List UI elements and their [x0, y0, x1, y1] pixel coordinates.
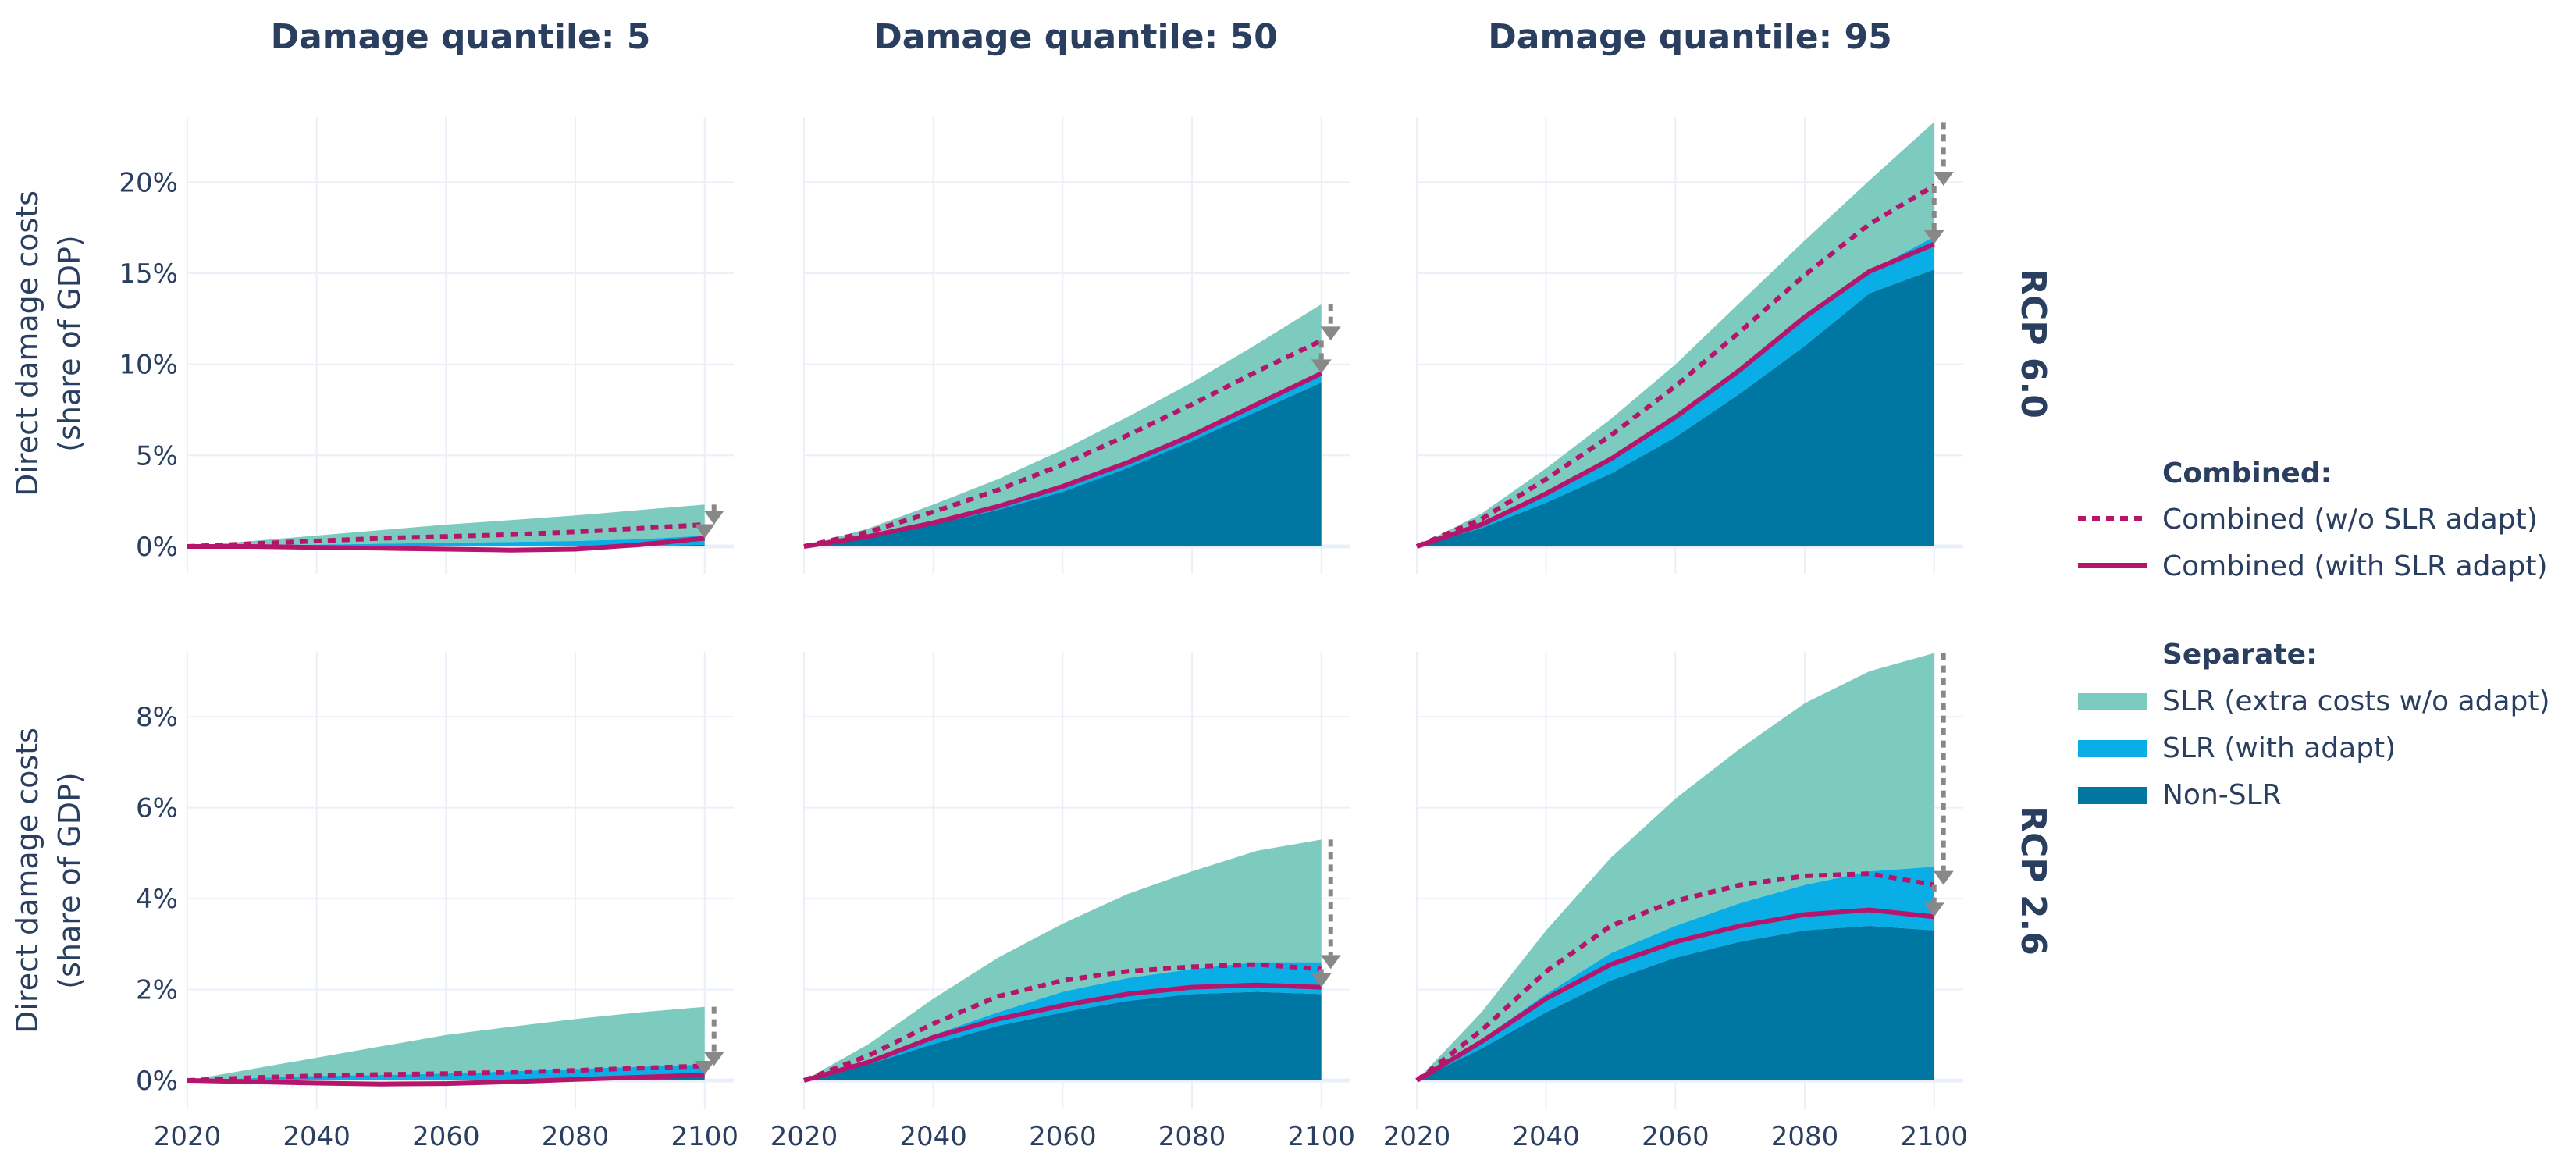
- y-axis-label-line1: Direct damage costs: [10, 190, 44, 497]
- non-slr-area: [187, 544, 705, 546]
- y-tick-label: 15%: [119, 258, 178, 290]
- x-tick-label: 2100: [1287, 1121, 1355, 1152]
- adapt-arrow-inner-head: [1311, 973, 1332, 988]
- legend-slr-extra-swatch: [2078, 693, 2147, 710]
- y-tick-label: 20%: [119, 167, 178, 198]
- combined-with-adapt-line: [187, 1073, 705, 1087]
- non-slr-area: [804, 991, 1322, 1080]
- x-tick-label: 2040: [899, 1121, 967, 1152]
- non-slr-area: [1417, 926, 1934, 1080]
- combined-wo-adapt-line: [802, 962, 1322, 1083]
- panel-RCP60-q50: [803, 117, 1350, 574]
- column-title-q50: Damage quantile: 50: [873, 17, 1277, 57]
- panel-RCP60-q5: 0% 5% 10% 15% 20%: [119, 117, 734, 574]
- x-tick-label: 2080: [1158, 1121, 1226, 1152]
- slr-extra-area: [187, 504, 705, 546]
- legend-slr-adapt-label: SLR (with adapt): [2162, 732, 2396, 764]
- non-slr-area: [187, 1076, 705, 1080]
- y-tick-label: 10%: [119, 350, 178, 381]
- combined-with-adapt-line: [1416, 241, 1935, 549]
- legend-combined-wo-label: Combined (w/o SLR adapt): [2162, 504, 2538, 536]
- slr-adapt-area: [187, 536, 705, 546]
- combined-with-adapt-line: [803, 982, 1322, 1083]
- slr-extra-area: [1417, 653, 1934, 1080]
- y-tick-label: 2%: [136, 975, 178, 1006]
- y-tick-label: 6%: [136, 793, 178, 824]
- panel-RCP60-q95: [1415, 117, 1963, 574]
- legend-combined-with-label: Combined (with SLR adapt): [2162, 550, 2548, 582]
- panel-RCP26-q50: 2020 2040 2060 2080 2100: [770, 652, 1355, 1152]
- row-title-rcp60: RCP 6.0: [2013, 269, 2053, 418]
- slr-extra-area: [187, 1006, 705, 1080]
- slr-adapt-area: [1417, 867, 1934, 1080]
- y-axis-label-line2: (share of GDP): [52, 235, 87, 451]
- adapt-arrow-outer-head: [1933, 870, 1954, 885]
- adapt-arrow-inner-head: [1923, 230, 1944, 244]
- legend-slr-adapt-swatch: [2078, 740, 2147, 757]
- y-axis-label-row2: Direct damage costs (share of GDP): [10, 728, 87, 1034]
- combined-with-adapt-line: [187, 536, 705, 553]
- adapt-arrow-outer-head: [703, 511, 724, 525]
- adapt-arrow-inner-head: [1311, 359, 1332, 374]
- x-tick-label: 2100: [671, 1121, 738, 1152]
- combined-wo-adapt-line: [187, 522, 705, 549]
- y-tick-label: 4%: [136, 884, 178, 915]
- x-tick-label: 2080: [1771, 1121, 1839, 1152]
- combined-wo-adapt-line: [803, 338, 1322, 549]
- x-tick-label: 2060: [1029, 1121, 1097, 1152]
- non-slr-area: [804, 383, 1322, 546]
- adapt-arrow-inner-head: [694, 1061, 715, 1076]
- y-axis-label-line2: (share of GDP): [52, 772, 87, 988]
- x-tick-label: 2040: [283, 1121, 350, 1152]
- adapt-arrow-inner-head: [694, 524, 715, 539]
- y-tick-label: 0%: [136, 1066, 178, 1097]
- panel-RCP26-q95: 2020 2040 2060 2080 2100: [1383, 652, 1968, 1152]
- y-axis-label-line1: Direct damage costs: [10, 728, 44, 1034]
- column-title-q95: Damage quantile: 95: [1488, 17, 1891, 57]
- x-tick-label: 2040: [1512, 1121, 1580, 1152]
- x-tick-label: 2060: [1642, 1121, 1710, 1152]
- combined-wo-adapt-line: [187, 1063, 705, 1083]
- adapt-arrow-outer-head: [1933, 172, 1954, 186]
- x-tick-label: 2020: [1383, 1121, 1451, 1152]
- legend-non-slr-label: Non-SLR: [2162, 779, 2282, 811]
- adapt-arrow-outer-head: [1320, 326, 1341, 341]
- adapt-arrow-inner-head: [1923, 902, 1944, 917]
- x-tick-label: 2080: [542, 1121, 610, 1152]
- x-tick-label: 2060: [412, 1121, 480, 1152]
- combined-with-adapt-line: [803, 371, 1322, 549]
- y-tick-label: 8%: [136, 702, 178, 733]
- row-title-rcp26: RCP 2.6: [2013, 806, 2053, 956]
- legend-group-separate-title: Separate:: [2162, 639, 2317, 671]
- y-tick-label: 0%: [136, 532, 178, 563]
- combined-wo-adapt-line: [1415, 871, 1935, 1083]
- combined-with-adapt-line: [1415, 907, 1935, 1083]
- slr-extra-area: [804, 839, 1322, 1080]
- legend-non-slr-swatch: [2078, 787, 2147, 804]
- x-tick-label: 2100: [1900, 1121, 1968, 1152]
- slr-adapt-area: [804, 962, 1322, 1080]
- legend-slr-extra-label: SLR (extra costs w/o adapt): [2162, 685, 2550, 717]
- panel-RCP26-q5: 0% 2% 4% 6% 8% 2020 2040 2060 2080 2100: [136, 652, 738, 1152]
- non-slr-area: [1417, 269, 1934, 546]
- adapt-arrow-outer-head: [1320, 955, 1341, 970]
- legend: Combined: Combined (w/o SLR adapt) Combi…: [2078, 457, 2550, 811]
- adapt-arrow-outer-head: [703, 1052, 724, 1066]
- plot-panels: 0%5%10%15%20%0%2%4%6%8%2020 2040 2060 2080 2…: [119, 117, 1968, 1152]
- y-tick-label: 5%: [136, 440, 178, 472]
- y-axis-label-row1: Direct damage costs (share of GDP): [10, 190, 87, 497]
- x-tick-label: 2020: [154, 1121, 222, 1152]
- x-tick-label: 2020: [770, 1121, 838, 1152]
- column-title-q5: Damage quantile: 5: [271, 17, 651, 57]
- legend-group-combined-title: Combined:: [2162, 457, 2332, 489]
